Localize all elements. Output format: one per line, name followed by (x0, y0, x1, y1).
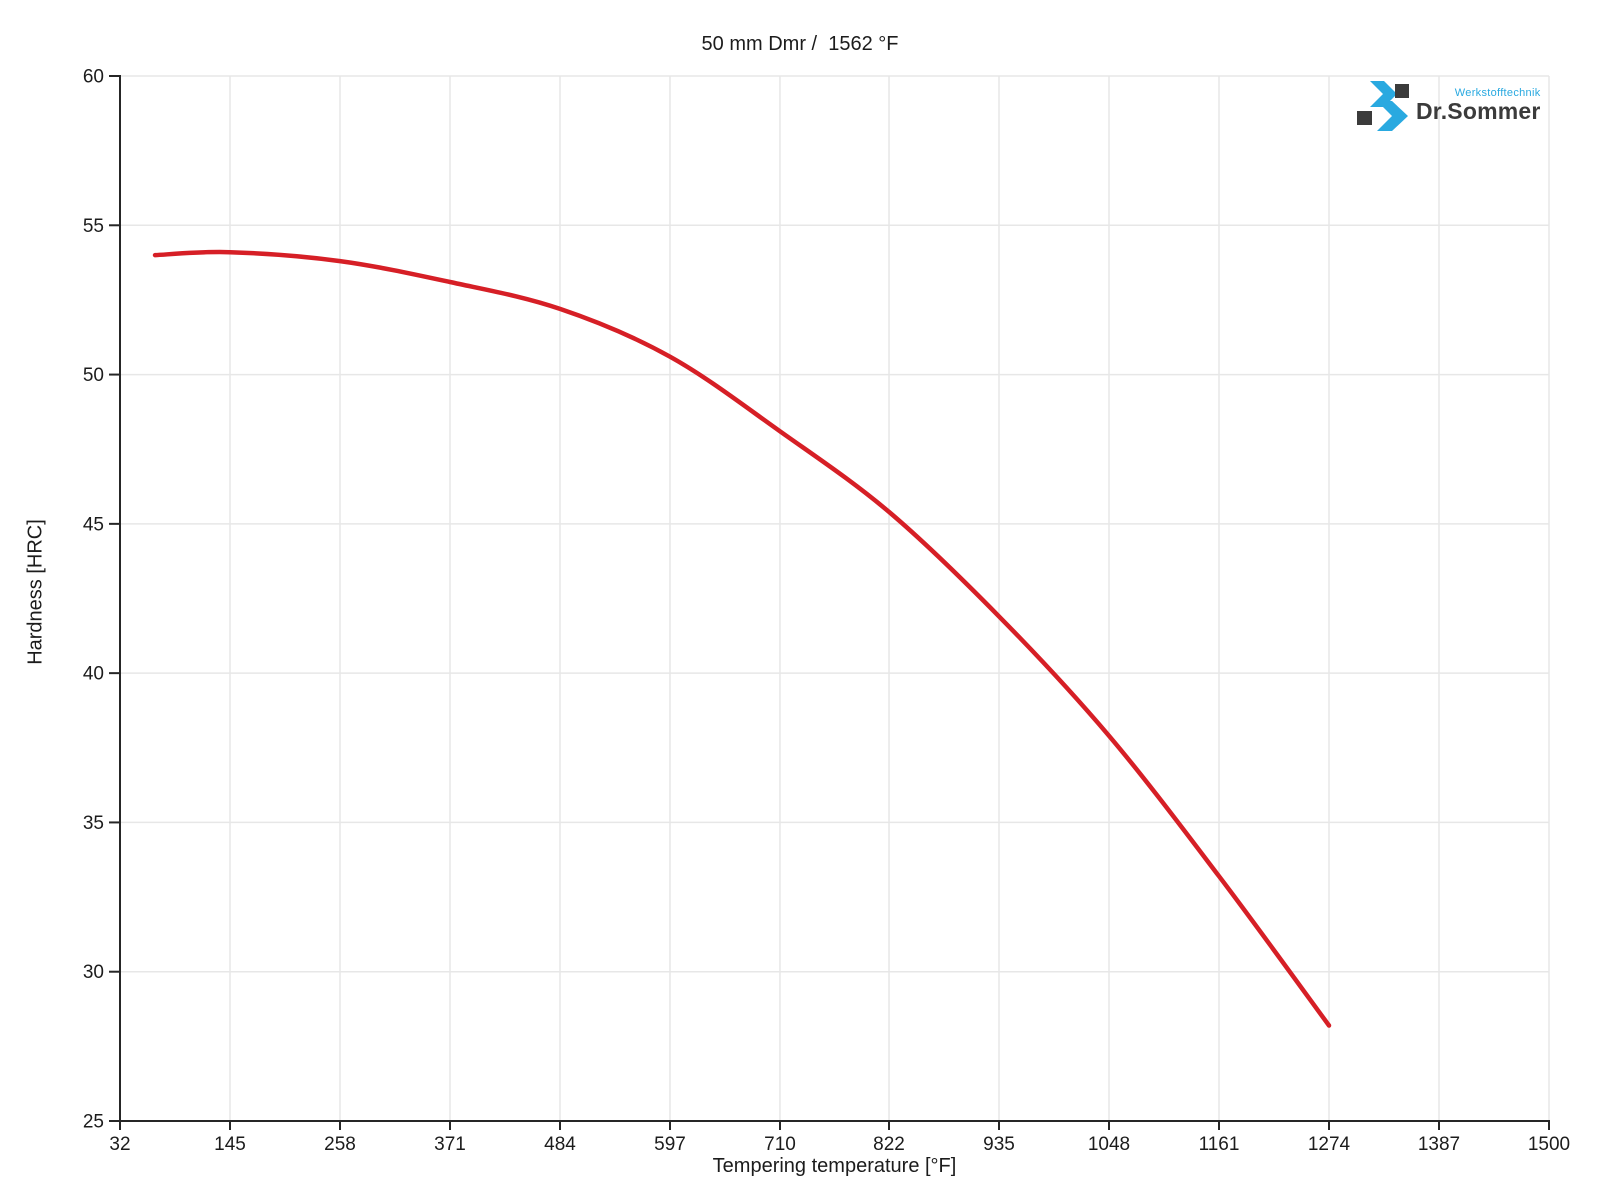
logo-chevron-top (1370, 81, 1397, 107)
x-tick-label: 597 (654, 1134, 686, 1155)
y-tick-label: 30 (83, 962, 104, 983)
logo-square-top-right (1395, 84, 1409, 98)
x-tick-label: 484 (544, 1134, 576, 1155)
y-tick-label: 40 (83, 664, 104, 685)
x-tick-label: 1387 (1418, 1134, 1460, 1155)
y-axis-title: Hardness [HRC] (24, 519, 47, 665)
y-tick-label: 60 (83, 67, 104, 88)
x-tick-label: 1500 (1528, 1134, 1570, 1155)
x-tick-label: 371 (434, 1134, 466, 1155)
x-tick-label: 822 (873, 1134, 905, 1155)
logo-chevron-bottom (1377, 101, 1408, 131)
y-tick-label: 50 (83, 365, 104, 386)
y-tick-label: 55 (83, 216, 104, 237)
y-tick-label: 25 (83, 1112, 104, 1133)
logo: Werkstofftechnik Dr.Sommer (1333, 79, 1541, 133)
x-tick-label: 1274 (1308, 1134, 1351, 1155)
x-tick-label: 1161 (1199, 1134, 1240, 1155)
x-axis-title: Tempering temperature [°F] (712, 1155, 957, 1177)
chart-title: 50 mm Dmr / 1562 °F (701, 33, 899, 55)
x-tick-label: 258 (324, 1134, 356, 1155)
logo-text: Werkstofftechnik Dr.Sommer (1416, 88, 1541, 124)
hardness-curve (152, 249, 1332, 1028)
logo-title: Dr.Sommer (1416, 98, 1541, 124)
x-tick-label: 145 (214, 1134, 246, 1155)
logo-icon (1357, 81, 1409, 131)
logo-subtitle: Werkstofftechnik (1454, 87, 1541, 99)
x-tick-label: 1048 (1088, 1134, 1130, 1155)
x-tick-label: 935 (983, 1134, 1015, 1155)
logo-square-bottom-left (1357, 111, 1372, 125)
x-tick-label: 32 (109, 1134, 130, 1155)
x-tick-label: 710 (764, 1134, 796, 1155)
y-tick-label: 45 (83, 514, 104, 535)
y-tick-label: 35 (83, 813, 104, 834)
